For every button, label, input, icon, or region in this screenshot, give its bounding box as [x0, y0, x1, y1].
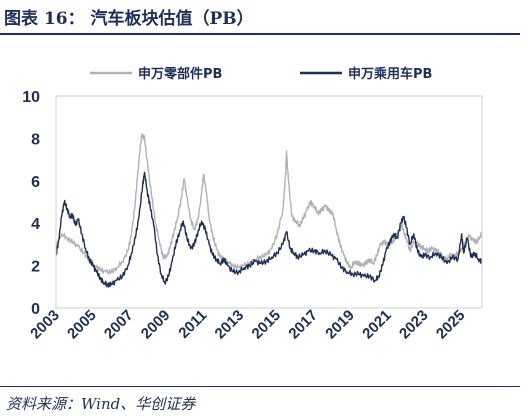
y-axis: 0 2 4 6 8 10	[22, 89, 40, 318]
y-tick-label: 10	[22, 89, 40, 106]
x-axis: 2003 2005 2007 2009 2011 2013 2015 2017 2019 2021…	[27, 307, 468, 343]
source-note: 资料来源：Wind、华创证券	[6, 395, 196, 413]
x-tick-label: 2019	[322, 307, 358, 343]
x-tick-label: 2005	[64, 307, 100, 343]
y-tick-label: 6	[31, 174, 40, 191]
x-tick-label: 2009	[138, 307, 174, 343]
chart-title: 图表 16： 汽车板块估值（PB）	[4, 9, 254, 29]
title-rule	[0, 33, 520, 35]
x-tick-label: 2017	[285, 307, 321, 343]
legend-label-passenger: 申万乘用车PB	[348, 66, 432, 82]
x-tick-label: 2007	[101, 307, 137, 343]
y-tick-label: 8	[31, 131, 40, 148]
series-line-passenger	[55, 171, 483, 288]
plot-frame	[55, 95, 483, 309]
y-tick-label: 4	[31, 216, 40, 233]
x-tick-label: 2023	[396, 307, 432, 343]
x-tick-label: 2021	[359, 307, 395, 343]
x-tick-label: 2013	[212, 307, 248, 343]
x-tick-label: 2015	[249, 307, 285, 343]
plot-series	[55, 133, 483, 288]
y-tick-label: 0	[31, 301, 40, 318]
legend: 申万零部件PB 申万乘用车PB	[90, 66, 432, 82]
source-rule	[0, 386, 520, 387]
x-tick-label: 2025	[433, 307, 469, 343]
x-tick-label: 2011	[175, 307, 210, 342]
line-chart: 申万零部件PB 申万乘用车PB 0 2 4 6 8 10 2003 2005 2007 2009…	[22, 66, 483, 343]
legend-label-parts: 申万零部件PB	[138, 66, 222, 82]
y-tick-label: 2	[31, 259, 40, 276]
series-line-parts	[55, 133, 483, 275]
